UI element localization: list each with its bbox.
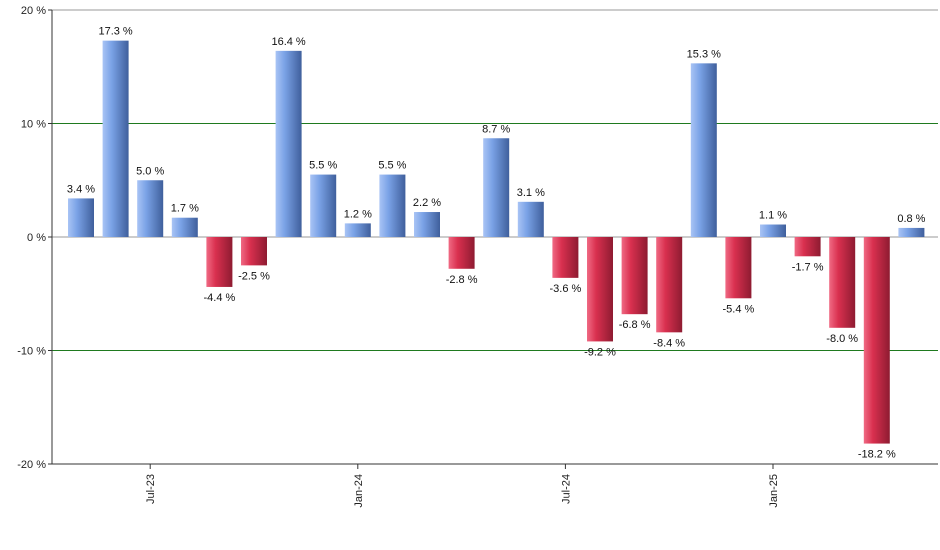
- bar: [414, 212, 440, 237]
- data-label: 1.1 %: [759, 210, 787, 222]
- data-label: 2.2 %: [413, 197, 441, 209]
- data-label: 5.5 %: [309, 160, 337, 172]
- bar: [275, 50, 302, 237]
- data-label: -8.0 %: [826, 333, 858, 345]
- data-label: 3.4 %: [67, 183, 95, 195]
- data-label: 17.3 %: [98, 26, 132, 38]
- x-tick-label: Jan-25: [768, 474, 780, 508]
- bar: [621, 237, 648, 315]
- data-label: -1.7 %: [792, 261, 824, 273]
- data-label: -18.2 %: [858, 449, 896, 461]
- bar: [587, 237, 613, 342]
- data-label: -4.4 %: [204, 292, 236, 304]
- y-tick-label: 10 %: [21, 119, 46, 131]
- y-tick-label: 20 %: [21, 5, 46, 17]
- bar: [379, 174, 406, 237]
- bar: [725, 237, 752, 299]
- bar: [68, 198, 94, 237]
- data-label: 16.4 %: [271, 36, 305, 48]
- bar: [656, 237, 683, 333]
- bar: [483, 138, 510, 237]
- data-label: -6.8 %: [619, 319, 651, 331]
- x-tick-label: Jul-24: [560, 474, 572, 504]
- bar: [448, 237, 475, 269]
- bar: [241, 237, 267, 266]
- data-label: 3.1 %: [517, 187, 545, 199]
- y-axis-ticks: 20 % 10 % 0 % -10 % -20 %: [17, 5, 52, 471]
- data-label: -9.2 %: [584, 346, 616, 358]
- bar: [552, 237, 579, 278]
- bar: [137, 180, 164, 237]
- data-label: -8.4 %: [653, 337, 685, 349]
- x-tick-label: Jan-24: [353, 474, 365, 508]
- x-axis-ticks: Jul-23 Jan-24 Jul-24 Jan-25: [145, 464, 780, 508]
- data-label: 1.7 %: [171, 203, 199, 215]
- bar: [344, 223, 371, 237]
- bars: [68, 40, 925, 444]
- bar: [517, 201, 544, 237]
- data-label: 5.5 %: [378, 160, 406, 172]
- data-label: -2.5 %: [238, 270, 270, 282]
- data-label: -5.4 %: [723, 303, 755, 315]
- data-labels: 3.4 % 17.3 % 5.0 % 1.7 % -4.4 %-2.5 % 16.4 % 5…: [67, 26, 926, 461]
- data-label: 0.8 %: [897, 213, 925, 225]
- bar: [690, 63, 717, 237]
- y-tick-label: -10 %: [17, 346, 46, 358]
- data-label: 8.7 %: [482, 123, 510, 135]
- bar: [863, 237, 890, 444]
- bar: [171, 217, 198, 237]
- bar: [829, 237, 856, 328]
- bar: [310, 174, 337, 237]
- bar: [794, 237, 821, 257]
- bar: [206, 237, 233, 287]
- y-tick-label: -20 %: [17, 459, 46, 471]
- x-tick-label: Jul-23: [145, 474, 157, 504]
- data-label: 1.2 %: [344, 208, 372, 220]
- data-label: 5.0 %: [136, 165, 164, 177]
- y-tick-label: 0 %: [27, 232, 46, 244]
- data-label: 15.3 %: [687, 48, 721, 60]
- bar: [102, 40, 129, 237]
- data-label: -2.8 %: [446, 274, 478, 286]
- data-label: -3.6 %: [550, 283, 582, 295]
- bar: [898, 227, 925, 237]
- bar: [760, 224, 786, 237]
